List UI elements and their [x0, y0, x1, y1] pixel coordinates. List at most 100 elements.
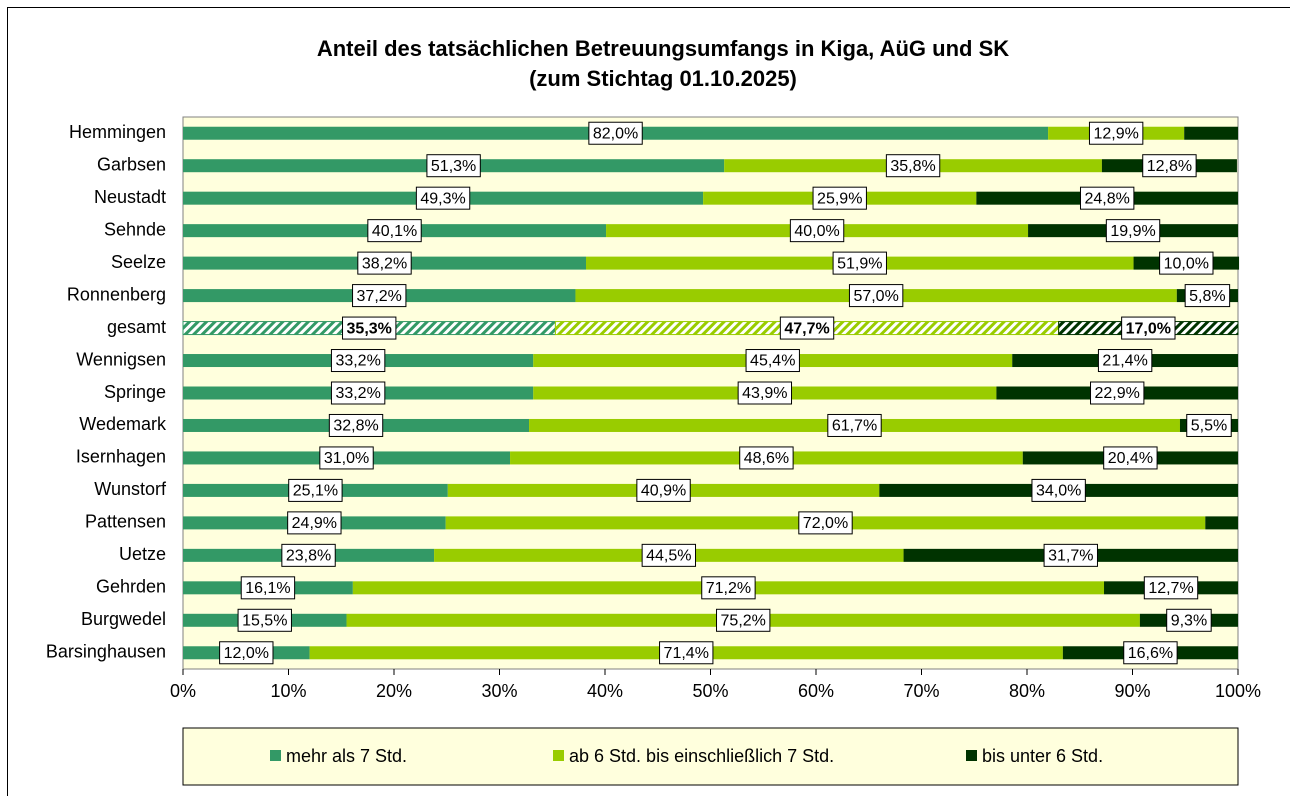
legend-label: bis unter 6 Std. — [982, 746, 1103, 766]
chart-subtitle: (zum Stichtag 01.10.2025) — [529, 66, 797, 91]
data-label: 16,1% — [245, 580, 290, 597]
x-tick-label: 100% — [1215, 681, 1261, 701]
data-label: 12,0% — [224, 645, 269, 662]
data-label-box — [352, 284, 407, 308]
data-label: 25,9% — [817, 190, 862, 207]
data-label-box — [1123, 641, 1178, 665]
data-label-box — [1186, 413, 1232, 437]
y-tick-label: Gehrden — [96, 577, 166, 597]
data-label: 61,7% — [832, 418, 877, 435]
y-tick-label: Springe — [104, 382, 166, 402]
data-label-box — [832, 251, 887, 275]
data-label: 24,8% — [1084, 190, 1129, 207]
data-label-box — [328, 413, 384, 437]
data-label-box — [1105, 219, 1161, 243]
data-label-box — [1043, 543, 1098, 567]
y-tick-label: Pattensen — [85, 512, 166, 532]
data-label-box — [1143, 576, 1199, 600]
y-tick-label: Barsinghausen — [46, 642, 166, 662]
data-label-box — [237, 608, 292, 632]
data-label: 43,9% — [742, 385, 787, 402]
y-tick-label: Seelze — [111, 252, 166, 272]
data-label-box — [357, 251, 412, 275]
data-label-box — [330, 381, 386, 405]
y-tick-label: Hemmingen — [69, 122, 166, 142]
data-label: 31,0% — [324, 450, 369, 467]
x-tick-label: 80% — [1009, 681, 1045, 701]
data-label: 51,3% — [431, 158, 476, 175]
x-tick-label: 20% — [376, 681, 412, 701]
data-label-box — [240, 576, 296, 600]
bar-segment — [1184, 126, 1238, 140]
data-label: 37,2% — [357, 288, 402, 305]
frame — [7, 7, 1290, 796]
data-label-box — [812, 186, 867, 210]
data-label: 71,2% — [706, 580, 751, 597]
data-label: 17,0% — [1126, 320, 1171, 337]
legend — [182, 727, 1239, 786]
data-label: 20,4% — [1108, 450, 1153, 467]
data-label-box — [1184, 284, 1231, 308]
data-label-box — [367, 219, 422, 243]
data-label-box — [342, 316, 397, 340]
data-label: 35,8% — [890, 158, 935, 175]
legend-swatch — [270, 750, 281, 761]
data-label-box — [426, 154, 481, 178]
data-label: 47,7% — [784, 320, 829, 337]
data-label-box — [745, 349, 800, 373]
data-label: 9,3% — [1171, 613, 1207, 630]
data-label-box — [219, 641, 274, 665]
data-label-box — [1031, 478, 1086, 502]
data-label: 82,0% — [593, 125, 638, 142]
data-label-box — [636, 478, 691, 502]
chart-title: Anteil des tatsächlichen Betreuungsumfan… — [317, 36, 1009, 61]
data-label: 57,0% — [853, 288, 898, 305]
data-label: 75,2% — [721, 613, 766, 630]
x-tick-label: 40% — [587, 681, 623, 701]
data-label: 21,4% — [1102, 353, 1147, 370]
legend-swatch — [553, 750, 564, 761]
data-label-box — [848, 284, 904, 308]
data-label: 35,3% — [347, 320, 392, 337]
data-label-box — [789, 219, 845, 243]
data-label: 31,7% — [1048, 548, 1093, 565]
y-tick-label: Wedemark — [79, 414, 167, 434]
data-label: 33,2% — [335, 353, 380, 370]
data-label: 10,0% — [1164, 255, 1209, 272]
data-label: 5,5% — [1191, 418, 1227, 435]
data-label-box — [1088, 121, 1144, 145]
data-label-box — [659, 641, 714, 665]
data-label: 16,6% — [1128, 645, 1173, 662]
x-tick-label: 60% — [798, 681, 834, 701]
data-label-box — [1103, 446, 1158, 470]
data-label: 38,2% — [362, 255, 407, 272]
data-label-box — [281, 543, 336, 567]
y-tick-label: Wennigsen — [76, 349, 166, 369]
data-label-box — [739, 446, 794, 470]
data-label-box — [415, 186, 471, 210]
data-label-box — [1166, 608, 1212, 632]
data-label: 12,9% — [1093, 125, 1138, 142]
x-tick-label: 50% — [692, 681, 728, 701]
data-label-box — [701, 576, 756, 600]
x-tick-label: 70% — [903, 681, 939, 701]
data-label: 32,8% — [333, 418, 378, 435]
data-label-box — [798, 511, 853, 535]
data-label: 40,9% — [641, 483, 686, 500]
data-label: 12,7% — [1148, 580, 1193, 597]
data-label: 19,9% — [1110, 223, 1155, 240]
data-label-box — [288, 478, 343, 502]
data-label-box — [1159, 251, 1214, 275]
legend-swatch — [966, 750, 977, 761]
data-label: 24,9% — [292, 515, 337, 532]
data-label-box — [827, 413, 882, 437]
data-label: 25,1% — [293, 483, 338, 500]
data-label-box — [641, 543, 697, 567]
data-label: 72,0% — [803, 515, 848, 532]
data-label: 49,3% — [420, 190, 465, 207]
x-tick-label: 90% — [1114, 681, 1150, 701]
data-label: 45,4% — [750, 353, 795, 370]
y-tick-label: Isernhagen — [76, 447, 166, 467]
data-label-box — [330, 349, 386, 373]
